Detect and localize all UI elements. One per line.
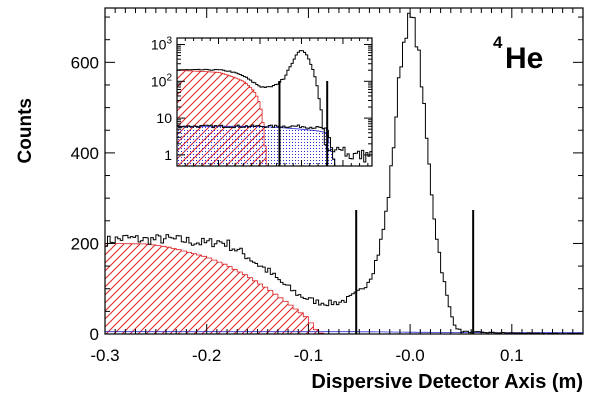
inset-y-tick-label: 103 bbox=[151, 35, 173, 52]
annotation-superscript: 4 bbox=[493, 33, 503, 52]
y-tick-label: 600 bbox=[71, 53, 99, 72]
inset-y-tick-label: 102 bbox=[151, 72, 173, 89]
inset-series-black-tail bbox=[177, 124, 337, 166]
x-tick-label: -0.2 bbox=[192, 346, 221, 365]
y-tick-label: 400 bbox=[71, 144, 99, 163]
inset-frame bbox=[176, 37, 373, 167]
y-tick-label: 0 bbox=[90, 325, 99, 344]
y-axis-label: Counts bbox=[15, 98, 36, 163]
series-red-hatched bbox=[105, 243, 329, 334]
x-tick-label: -0.1 bbox=[294, 346, 323, 365]
x-axis-label: Dispersive Detector Axis (m) bbox=[311, 371, 583, 393]
main-frame bbox=[104, 7, 584, 335]
annotation-label: He bbox=[505, 42, 543, 75]
inset-y-tick-label: 1 bbox=[164, 147, 172, 163]
main-plot: -0.3 -0.2 -0.1 -0.0 0.1 0 200 400 600 bbox=[71, 7, 584, 365]
inset-plot-area bbox=[177, 50, 372, 166]
inset-series-black-step bbox=[177, 50, 372, 166]
y-tick-label: 200 bbox=[71, 234, 99, 253]
x-tick-label: 0.1 bbox=[500, 346, 524, 365]
series-black-step bbox=[105, 12, 583, 334]
x-tick-label: -0.0 bbox=[395, 346, 424, 365]
inset-y-tick-label: 10 bbox=[156, 110, 172, 126]
x-tick-label: -0.3 bbox=[90, 346, 119, 365]
inset-series-blue-dotted bbox=[177, 125, 337, 166]
inset-plot: 1 10 102 103 bbox=[151, 35, 373, 167]
